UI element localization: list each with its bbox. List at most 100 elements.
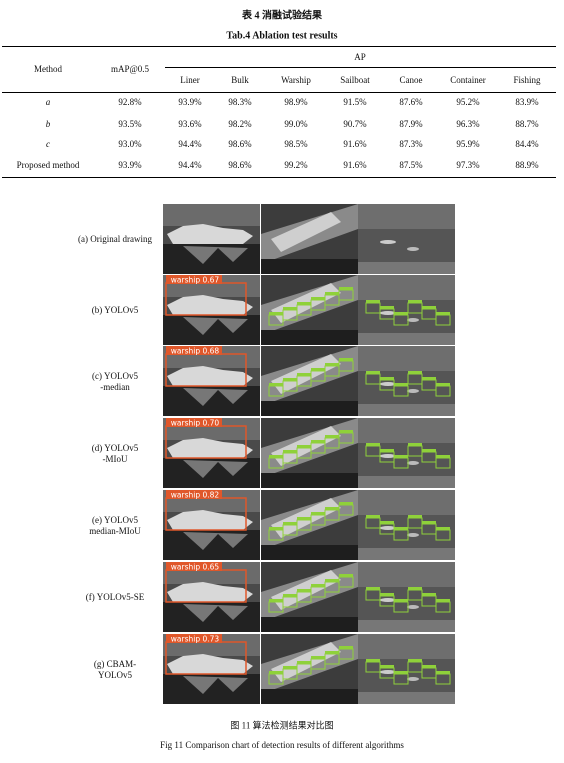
- header-method: Method: [34, 64, 62, 74]
- cell-value: 98.5%: [284, 139, 308, 149]
- image-shape: [271, 212, 341, 252]
- table-caption-en: Tab.4 Ablation test results: [226, 30, 338, 42]
- detection-label: warship 0.68: [170, 346, 220, 356]
- image-shape: [269, 671, 283, 674]
- image-shape: [167, 295, 253, 315]
- image: [163, 562, 260, 632]
- image-shape: [358, 620, 455, 632]
- image-shape: [436, 455, 450, 458]
- cell-value: 91.5%: [343, 97, 367, 107]
- header-ap: AP: [354, 52, 366, 62]
- row-label: (d) YOLOv5: [91, 442, 139, 453]
- image-shape: [394, 671, 408, 674]
- cell-value: 93.9%: [178, 97, 202, 107]
- detection-label: warship 0.65: [170, 562, 220, 572]
- image-shape: [163, 204, 260, 226]
- image-shape: [166, 346, 222, 355]
- cell-value: 92.8%: [118, 97, 142, 107]
- cell-value: 91.6%: [343, 160, 367, 170]
- image-shape: [380, 665, 394, 668]
- image-shape: [283, 307, 297, 310]
- cell-value: 98.6%: [228, 139, 252, 149]
- image: [163, 634, 260, 704]
- image-shape: [183, 317, 248, 335]
- image-shape: [183, 460, 248, 478]
- cell-value: 93.6%: [178, 119, 202, 129]
- row-label: -median: [100, 381, 130, 392]
- cell-value: 98.2%: [228, 119, 252, 129]
- image-shape: [380, 526, 396, 530]
- image-shape: [269, 455, 283, 458]
- image-shape: [311, 297, 325, 300]
- image-shape: [183, 388, 248, 406]
- image-shape: [261, 259, 358, 274]
- image-shape: [358, 404, 455, 416]
- rule: [165, 67, 556, 68]
- row-label: (f) YOLOv5-SE: [85, 592, 145, 602]
- row-label: (e) YOLOv5: [92, 514, 138, 525]
- image-shape: [339, 502, 353, 505]
- cell-value: 91.6%: [343, 139, 367, 149]
- image-shape: [166, 490, 222, 499]
- image-shape: [436, 527, 450, 530]
- image: [261, 275, 358, 345]
- image-shape: [311, 512, 325, 515]
- image-shape: [407, 461, 419, 465]
- image: [358, 275, 455, 345]
- image-shape: [339, 358, 353, 361]
- image: [163, 418, 260, 488]
- rule: [2, 92, 556, 93]
- image-shape: [183, 532, 248, 550]
- image: [261, 562, 358, 632]
- image-shape: [380, 382, 396, 386]
- image: [261, 418, 358, 488]
- row-label: (a) Original drawing: [78, 234, 152, 244]
- image-shape: [166, 634, 222, 643]
- image-shape: [422, 449, 436, 452]
- image-shape: [380, 306, 394, 309]
- cell-value: 94.4%: [178, 139, 202, 149]
- image-shape: [380, 240, 396, 244]
- image-shape: [358, 692, 455, 704]
- image-shape: [283, 594, 297, 597]
- row-label: (b) YOLOv5: [91, 305, 139, 315]
- rule: [2, 46, 556, 47]
- cell-value: 84.4%: [515, 139, 539, 149]
- image-shape: [366, 587, 380, 590]
- image-shape: [422, 377, 436, 380]
- detection-label: warship 0.67: [170, 275, 220, 285]
- image: [163, 204, 260, 274]
- image-shape: [261, 473, 358, 488]
- image-shape: [167, 438, 253, 458]
- header-class: Canoe: [399, 75, 423, 85]
- image-shape: [297, 661, 311, 664]
- image-shape: [325, 651, 339, 654]
- image-shape: [358, 262, 455, 274]
- cell-value: 87.3%: [399, 139, 423, 149]
- image: [358, 204, 455, 274]
- image-shape: [167, 224, 253, 244]
- image-shape: [436, 671, 450, 674]
- image-shape: [283, 666, 297, 669]
- row-label: YOLOv5: [98, 669, 132, 680]
- image-shape: [358, 275, 455, 300]
- image-shape: [380, 311, 396, 315]
- image-shape: [380, 598, 396, 602]
- image-shape: [407, 247, 419, 251]
- image-shape: [358, 562, 455, 587]
- image-shape: [183, 604, 248, 622]
- image-shape: [358, 634, 455, 659]
- image-shape: [436, 312, 450, 315]
- image: [163, 346, 260, 416]
- image: [261, 204, 358, 274]
- image: [358, 346, 455, 416]
- image-shape: [283, 378, 297, 381]
- image: [163, 275, 260, 345]
- image-shape: [407, 605, 419, 609]
- cell-value: 87.9%: [399, 119, 423, 129]
- cell-value: 87.6%: [399, 97, 423, 107]
- cell-value: 87.5%: [399, 160, 423, 170]
- header-class: Container: [450, 75, 486, 85]
- image-shape: [261, 617, 358, 632]
- header-class: Warship: [281, 75, 311, 85]
